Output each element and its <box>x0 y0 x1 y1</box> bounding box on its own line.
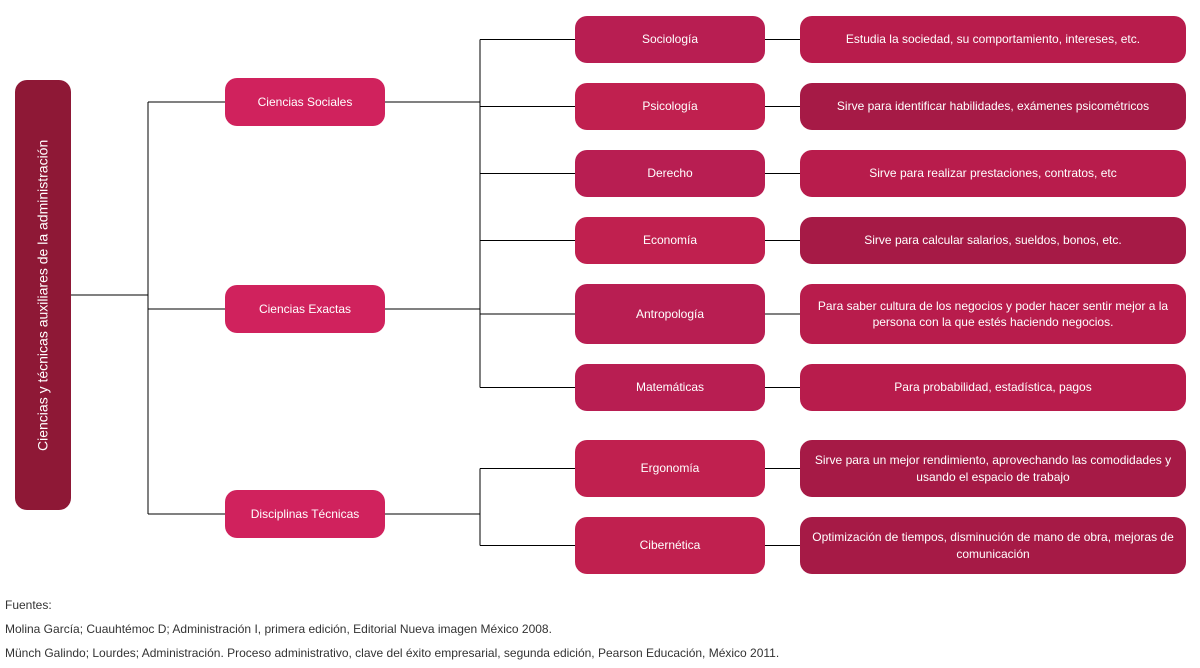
root-node: Ciencias y técnicas auxiliares de la adm… <box>15 80 71 510</box>
source-line-1: Molina García; Cuauhtémoc D; Administrac… <box>5 622 552 636</box>
diagram-canvas: Ciencias y técnicas auxiliares de la adm… <box>0 0 1200 668</box>
sources-heading: Fuentes: <box>5 598 52 612</box>
description-node-economia: Sirve para calcular salarios, sueldos, b… <box>800 217 1186 264</box>
subject-node-cibernetica: Cibernética <box>575 517 765 574</box>
subject-node-antropologia: Antropología <box>575 284 765 344</box>
category-node-cat-exactas: Ciencias Exactas <box>225 285 385 333</box>
subject-node-derecho: Derecho <box>575 150 765 197</box>
description-node-derecho: Sirve para realizar prestaciones, contra… <box>800 150 1186 197</box>
subject-node-ergonomia: Ergonomía <box>575 440 765 497</box>
description-node-ergonomia: Sirve para un mejor rendimiento, aprovec… <box>800 440 1186 497</box>
subject-node-matematicas: Matemáticas <box>575 364 765 411</box>
description-node-matematicas: Para probabilidad, estadística, pagos <box>800 364 1186 411</box>
category-node-cat-sociales: Ciencias Sociales <box>225 78 385 126</box>
description-node-cibernetica: Optimización de tiempos, disminución de … <box>800 517 1186 574</box>
source-line-2: Münch Galindo; Lourdes; Administración. … <box>5 646 779 660</box>
subject-node-sociologia: Sociología <box>575 16 765 63</box>
subject-node-psicologia: Psicología <box>575 83 765 130</box>
description-node-antropologia: Para saber cultura de los negocios y pod… <box>800 284 1186 344</box>
subject-node-economia: Economía <box>575 217 765 264</box>
description-node-psicologia: Sirve para identificar habilidades, exám… <box>800 83 1186 130</box>
category-node-cat-tecnicas: Disciplinas Técnicas <box>225 490 385 538</box>
description-node-sociologia: Estudia la sociedad, su comportamiento, … <box>800 16 1186 63</box>
